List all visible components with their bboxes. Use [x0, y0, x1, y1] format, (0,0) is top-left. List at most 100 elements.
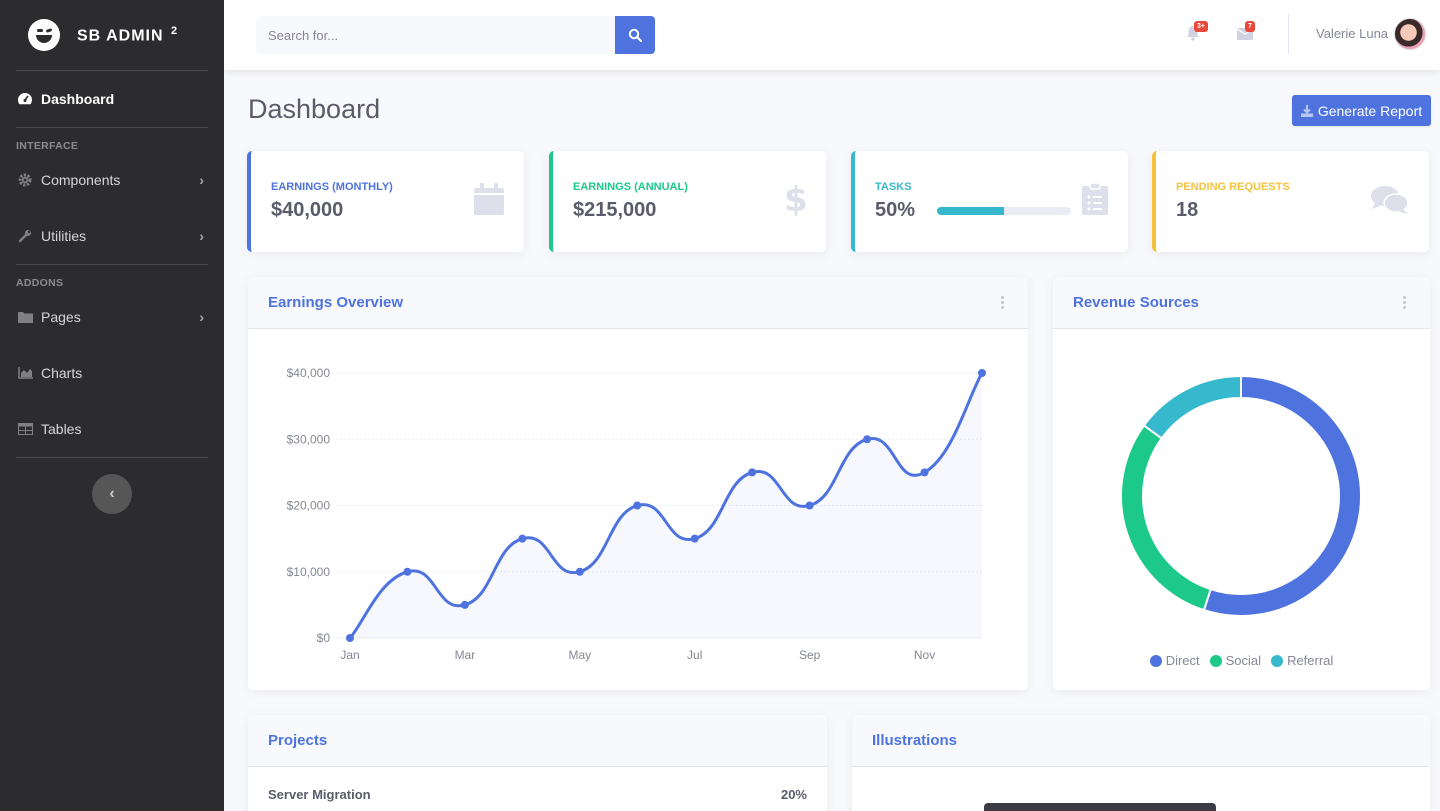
messages-dropdown[interactable]: 7: [1236, 21, 1255, 45]
chart-legend: Direct Social Referral: [1053, 653, 1430, 668]
y-tick-label: $10,000: [287, 565, 331, 579]
chevron-right-icon: ›: [199, 172, 204, 188]
stat-value: $215,000: [573, 199, 657, 221]
revenue-donut-chart: [1120, 374, 1362, 617]
card-header: Revenue Sources: [1053, 277, 1430, 329]
project-percent: 20%: [780, 787, 807, 802]
cog-icon: [17, 173, 33, 187]
messages-badge: 7: [1245, 21, 1255, 32]
sidebar-divider: [16, 264, 208, 265]
stat-label: TASKS: [875, 181, 912, 193]
avatar[interactable]: [1394, 18, 1426, 50]
data-point: [748, 468, 757, 477]
legend-dot: [1209, 654, 1222, 667]
stat-card-earnings-annual: EARNINGS (ANNUAL) $215,000 $: [549, 151, 826, 252]
illustrations-card: Illustrations: [852, 715, 1430, 811]
y-tick-label: $0: [317, 631, 331, 645]
generate-report-label: Generate Report: [1317, 102, 1423, 119]
sidebar-heading-addons: ADDONS: [16, 277, 64, 289]
more-options-icon[interactable]: [996, 296, 1008, 309]
legend-label: Referral: [1287, 653, 1334, 668]
download-icon: [1300, 104, 1313, 117]
stat-value: $40,000: [271, 199, 344, 221]
sidebar-item-label: Utilities: [41, 228, 87, 244]
tasks-progress-bar: [937, 207, 1071, 215]
sidebar-item-label: Components: [41, 172, 121, 188]
sidebar-divider: [16, 457, 208, 458]
topbar: 3+ 7 Valerie Luna: [224, 0, 1440, 70]
sidebar-item-pages[interactable]: Pages ›: [0, 289, 224, 345]
data-point: [346, 634, 354, 642]
data-point: [633, 501, 642, 510]
stat-label: EARNINGS (MONTHLY): [271, 181, 393, 193]
sidebar-item-components[interactable]: Components ›: [0, 152, 224, 208]
search-form: [256, 16, 655, 54]
svg-text:$: $: [786, 181, 806, 217]
x-tick-label: May: [568, 648, 591, 662]
topbar-divider: [1288, 14, 1289, 54]
sidebar-item-dashboard[interactable]: Dashboard: [0, 71, 224, 127]
sidebar-item-charts[interactable]: Charts: [0, 345, 224, 401]
card-header: Projects: [248, 715, 827, 767]
user-name[interactable]: Valerie Luna: [1316, 26, 1389, 41]
chevron-left-icon: ‹: [109, 485, 115, 502]
search-button[interactable]: [615, 16, 655, 54]
stat-value: 50%: [875, 199, 916, 221]
x-tick-label: Nov: [914, 648, 935, 662]
search-input[interactable]: [256, 16, 615, 54]
sidebar: SB ADMIN 2 Dashboard INTERFACE Component…: [0, 0, 224, 811]
sidebar-item-label: Pages: [41, 309, 81, 325]
card-title: Projects: [268, 732, 328, 749]
comments-icon: [1371, 185, 1409, 220]
area-fill: [350, 373, 982, 638]
projects-card: Projects Server Migration 20%: [248, 715, 827, 811]
generate-report-button[interactable]: Generate Report: [1292, 95, 1431, 126]
search-icon: [628, 28, 642, 42]
legend-dot: [1271, 654, 1284, 667]
sidebar-item-label: Charts: [41, 365, 83, 381]
brand-name: SB ADMIN 2: [77, 24, 179, 45]
wrench-icon: [17, 229, 33, 243]
donut-slice-direct: [1202, 374, 1362, 617]
stat-card-tasks: TASKS 50%: [851, 151, 1128, 252]
data-point: [863, 435, 872, 444]
legend-label: Direct: [1165, 653, 1200, 668]
x-tick-label: Sep: [799, 648, 821, 662]
brand[interactable]: SB ADMIN 2: [0, 0, 224, 70]
data-point: [805, 501, 814, 510]
sidebar-item-label: Dashboard: [41, 91, 115, 107]
tachometer-icon: [17, 92, 33, 106]
stat-card-earnings-monthly: EARNINGS (MONTHLY) $40,000: [247, 151, 524, 252]
project-row: Server Migration 20%: [268, 787, 807, 802]
alerts-dropdown[interactable]: 3+: [1186, 21, 1208, 46]
more-options-icon[interactable]: [1398, 296, 1410, 309]
data-point: [518, 534, 527, 543]
clipboard-icon: [1082, 182, 1108, 220]
legend-label: Social: [1225, 653, 1262, 668]
x-tick-label: Mar: [455, 648, 476, 662]
legend-item-social[interactable]: Social: [1209, 653, 1262, 668]
sidebar-item-label: Tables: [41, 421, 82, 437]
x-tick-label: Jul: [687, 648, 702, 662]
legend-item-direct[interactable]: Direct: [1149, 653, 1200, 668]
sidebar-item-tables[interactable]: Tables: [0, 401, 224, 457]
sidebar-toggle-button[interactable]: ‹: [92, 474, 132, 514]
revenue-sources-card: Revenue Sources Direct Social Referral: [1053, 277, 1430, 690]
x-tick-label: Jan: [340, 648, 359, 662]
card-title: Earnings Overview: [268, 294, 404, 311]
sidebar-item-utilities[interactable]: Utilities ›: [0, 208, 224, 264]
y-tick-label: $30,000: [287, 432, 331, 446]
stat-value: 18: [1176, 199, 1199, 221]
stat-label: EARNINGS (ANNUAL): [573, 181, 688, 193]
earnings-overview-card: Earnings Overview $0 $10,000 $20,000 $30,00…: [248, 277, 1028, 690]
chevron-right-icon: ›: [199, 228, 204, 244]
stat-label: PENDING REQUESTS: [1176, 181, 1290, 193]
sidebar-divider: [16, 70, 208, 71]
sidebar-heading-interface: INTERFACE: [16, 140, 79, 152]
legend-item-referral[interactable]: Referral: [1271, 653, 1333, 668]
data-point: [460, 600, 469, 609]
chevron-right-icon: ›: [199, 309, 204, 325]
y-tick-label: $40,000: [287, 366, 331, 380]
project-name: Server Migration: [268, 787, 371, 802]
donut-slice-referral: [1142, 374, 1242, 440]
